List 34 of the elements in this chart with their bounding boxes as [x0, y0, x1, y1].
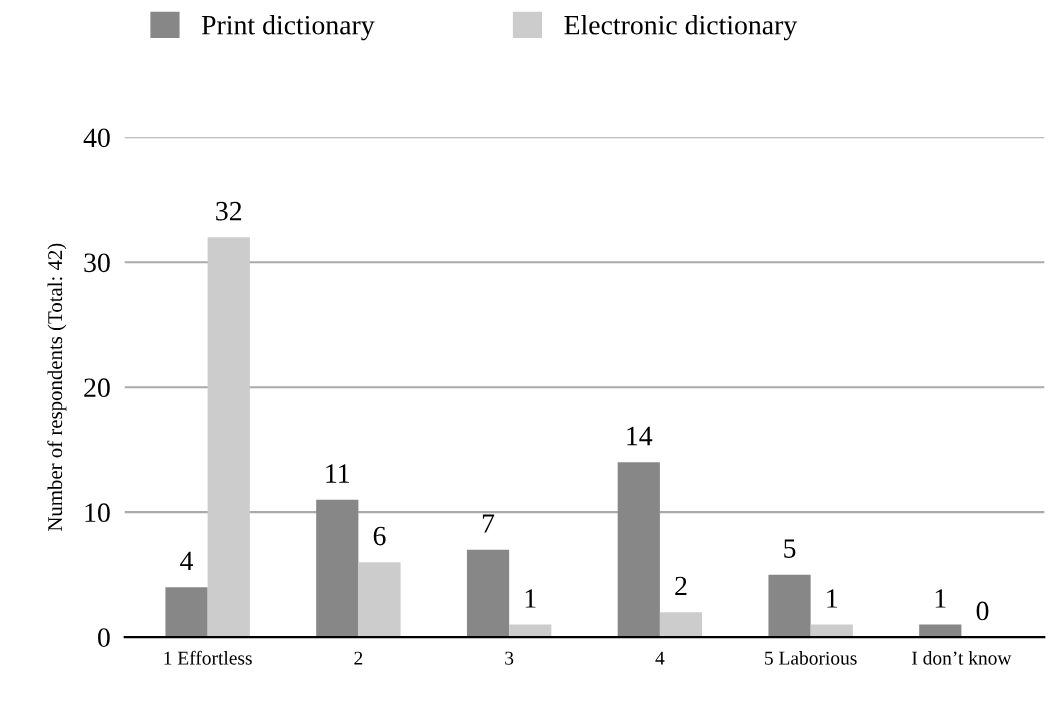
y-tick-label: 0	[98, 628, 110, 648]
x-tick-label: 3	[505, 651, 514, 665]
data-label: 2	[675, 576, 687, 596]
bar	[466, 549, 510, 638]
data-label: 7	[482, 514, 495, 533]
bar	[316, 499, 359, 638]
bar	[358, 562, 401, 638]
data-label: 1	[827, 589, 838, 608]
x-tick-label: 1 Effortless	[164, 650, 252, 665]
legend-label: Print dictionary	[201, 15, 375, 41]
y-axis-title: Number of respondents (Total: 42)	[47, 243, 67, 532]
data-label: 5	[784, 539, 796, 558]
x-tick-label: 4	[655, 651, 665, 665]
y-tick-label: 40	[83, 128, 110, 148]
x-tick-label: 5 Laborious	[765, 651, 857, 665]
data-label: 11	[326, 464, 349, 483]
bar	[207, 237, 250, 638]
bar	[165, 587, 208, 638]
data-label: 14	[627, 426, 653, 446]
data-label: 32	[216, 201, 242, 221]
bar	[617, 462, 660, 638]
data-label: 4	[180, 551, 194, 571]
y-tick-label: 30	[84, 253, 110, 273]
legend-label: Electronic dictionary	[564, 15, 798, 41]
bar	[659, 612, 703, 638]
bar	[768, 574, 811, 638]
data-label: 1	[525, 589, 536, 608]
y-tick-label: 20	[84, 378, 110, 398]
y-tick-label: 10	[85, 503, 110, 523]
data-label: 1	[935, 589, 946, 608]
x-tick-label: I don’t know	[912, 651, 1012, 665]
data-label: 6	[373, 526, 386, 546]
data-label: 0	[976, 601, 989, 621]
x-tick-label: 2	[354, 651, 363, 665]
